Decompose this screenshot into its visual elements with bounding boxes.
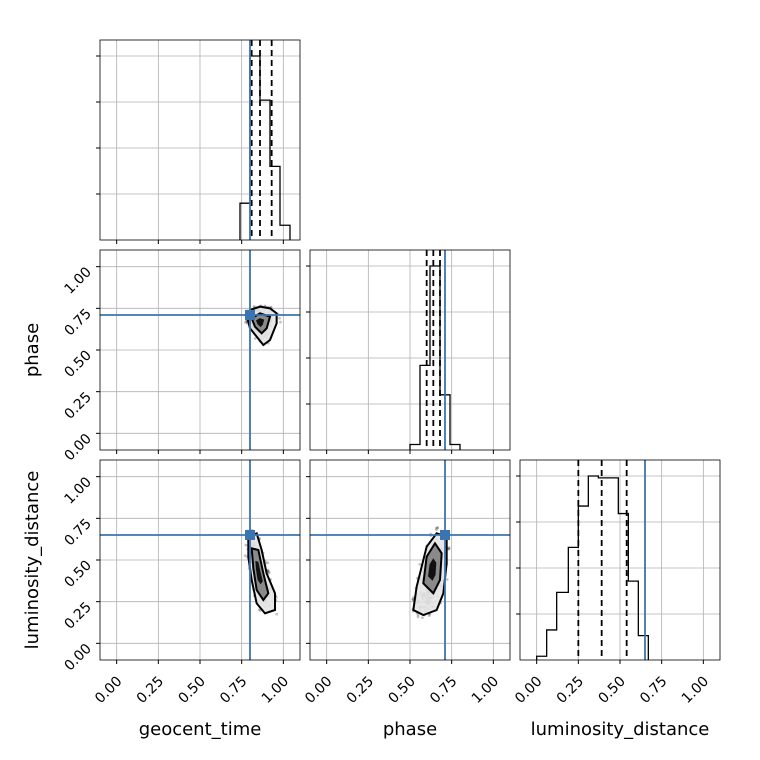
sample-point <box>447 546 451 550</box>
sample-point <box>252 304 256 308</box>
x-axis-label-geocent_time: geocent_time <box>139 719 262 740</box>
density-core <box>255 561 263 585</box>
y-tick-label: 0.25 <box>61 389 94 422</box>
joint-panel-geocent_time-phase: 0.00 0.25 0.50 0.75 1.00 <box>61 249 301 464</box>
y-tick-label: 0.75 <box>61 306 94 339</box>
sample-point <box>427 614 431 618</box>
y-tick-label: 1.00 <box>61 264 94 297</box>
histogram-panel-geocent_time <box>96 39 301 244</box>
y-axis-label-luminosity_distance: luminosity_distance <box>22 471 43 650</box>
sample-point <box>436 526 439 530</box>
histogram-grid <box>520 475 720 615</box>
sample-point <box>266 569 270 573</box>
x-tick-label: 0.75 <box>427 674 460 707</box>
histogram-panel-luminosity_distance: 0.00 0.25 0.50 0.75 1.00 <box>512 459 721 707</box>
truth-marker <box>245 530 255 540</box>
sample-point <box>447 547 451 551</box>
y-tick-label: 1.00 <box>61 474 94 507</box>
x-tick-label: 1.00 <box>679 674 712 707</box>
sample-point <box>266 561 270 565</box>
x-tick-label: 0.00 <box>512 674 545 707</box>
y-tick-label: 0.50 <box>61 348 94 381</box>
panel-content <box>100 460 300 660</box>
y-tick-label: 0.25 <box>61 599 94 632</box>
contour-outer <box>412 532 448 617</box>
contour-outer <box>245 305 278 347</box>
histogram-step-line <box>239 55 291 240</box>
sample-point <box>445 578 449 581</box>
x-axis-label-phase: phase <box>383 719 437 740</box>
sample-point <box>278 316 281 320</box>
histogram-step-line <box>536 475 649 660</box>
sample-point <box>436 526 439 530</box>
grid-lines <box>100 250 300 450</box>
y-tick-label: 0.50 <box>61 558 94 591</box>
sample-point <box>434 526 438 530</box>
sample-point <box>411 597 415 601</box>
sample-point <box>447 547 451 551</box>
grid-lines <box>116 40 284 240</box>
contour-inner <box>422 541 443 596</box>
y-tick-label: 0.00 <box>61 431 94 464</box>
y-axis-label-phase: phase <box>22 323 43 377</box>
x-tick-label: 0.00 <box>92 674 125 707</box>
histogram-step-line <box>409 265 461 450</box>
sample-point <box>279 320 282 324</box>
x-tick-label: 0.00 <box>302 674 335 707</box>
sample-point <box>266 568 270 572</box>
histogram-panel-phase <box>306 249 511 454</box>
x-tick-label: 1.00 <box>469 674 502 707</box>
grid-lines <box>310 460 510 660</box>
grid-lines <box>100 460 300 660</box>
sample-point <box>243 554 247 558</box>
sample-point <box>416 613 420 617</box>
histogram-grid <box>100 55 300 195</box>
joint-panel-phase-luminosity_distance: 0.00 0.25 0.50 0.75 1.00 <box>302 459 511 707</box>
sample-point <box>411 597 415 601</box>
contour-inner <box>250 547 270 602</box>
x-tick-label: 0.75 <box>637 674 670 707</box>
truth-marker <box>440 530 450 540</box>
y-tick-label: 0.75 <box>61 516 94 549</box>
x-tick-label: 0.75 <box>217 674 250 707</box>
x-tick-label: 0.50 <box>175 674 208 707</box>
x-tick-label: 0.25 <box>134 674 167 707</box>
y-tick-label: 0.00 <box>61 641 94 674</box>
sample-point <box>267 571 271 574</box>
sample-point <box>416 615 420 619</box>
density-core <box>428 558 437 581</box>
sample-point <box>266 569 270 573</box>
x-tick-label: 0.25 <box>344 674 377 707</box>
x-tick-label: 0.25 <box>554 674 587 707</box>
x-tick-label: 0.50 <box>385 674 418 707</box>
sample-point <box>435 528 438 532</box>
truth-marker <box>245 310 255 320</box>
contour-inner <box>250 312 272 335</box>
histogram-grid <box>310 265 510 405</box>
joint-panel-geocent_time-luminosity_distance: 0.00 0.25 0.50 0.75 1.000.000.250.500.751.00 <box>61 459 301 707</box>
x-tick-label: 1.00 <box>259 674 292 707</box>
sample-point <box>253 337 257 340</box>
sample-point <box>418 562 422 566</box>
grid-lines <box>326 250 494 450</box>
x-axis-label-luminosity_distance: luminosity_distance <box>531 719 710 740</box>
x-tick-label: 0.50 <box>595 674 628 707</box>
sample-point <box>275 612 279 616</box>
sample-point <box>244 321 247 324</box>
panel-content <box>310 460 510 660</box>
density-core <box>255 318 265 328</box>
sample-point <box>244 543 248 547</box>
sample-point <box>257 608 261 612</box>
panel-content <box>100 250 300 450</box>
grid-lines <box>536 460 704 660</box>
sample-point <box>420 616 424 620</box>
